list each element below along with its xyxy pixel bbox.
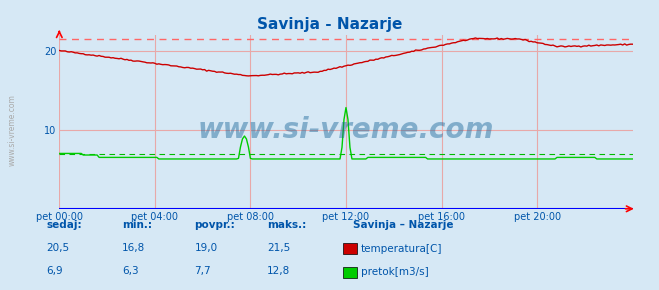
Text: www.si-vreme.com: www.si-vreme.com [198, 117, 494, 144]
Text: www.si-vreme.com: www.si-vreme.com [8, 95, 17, 166]
Text: sedaj:: sedaj: [46, 220, 82, 230]
Text: 7,7: 7,7 [194, 266, 211, 276]
Text: 20,5: 20,5 [46, 243, 69, 253]
Text: 21,5: 21,5 [267, 243, 290, 253]
Text: temperatura[C]: temperatura[C] [361, 244, 443, 254]
Text: 16,8: 16,8 [122, 243, 145, 253]
Text: maks.:: maks.: [267, 220, 306, 230]
Text: 6,3: 6,3 [122, 266, 138, 276]
Text: 12,8: 12,8 [267, 266, 290, 276]
Text: Savinja – Nazarje: Savinja – Nazarje [353, 220, 453, 230]
Text: povpr.:: povpr.: [194, 220, 235, 230]
Text: pretok[m3/s]: pretok[m3/s] [361, 267, 429, 277]
Text: Savinja - Nazarje: Savinja - Nazarje [257, 17, 402, 32]
Text: 19,0: 19,0 [194, 243, 217, 253]
Text: 6,9: 6,9 [46, 266, 63, 276]
Text: min.:: min.: [122, 220, 152, 230]
